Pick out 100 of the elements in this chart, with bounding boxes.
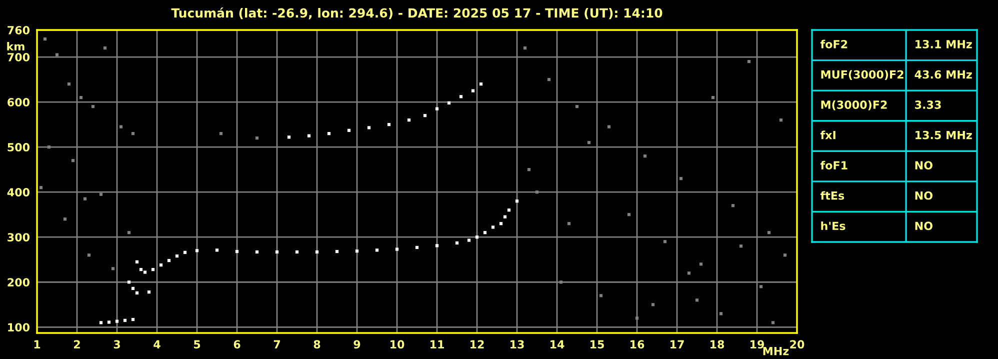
- point: [99, 192, 103, 196]
- point: [151, 268, 155, 272]
- point: [55, 53, 59, 56]
- chart-title: Tucumán (lat: -26.9, lon: 294.6) - DATE: 2025 05 17 - TIME (UT): 14:10: [171, 8, 662, 20]
- point: [499, 222, 503, 226]
- text: fxI: [820, 130, 836, 140]
- y-tick-label: 600: [8, 98, 30, 106]
- point: [215, 248, 219, 252]
- y-tick-label: 700: [8, 52, 30, 62]
- point: [643, 154, 647, 158]
- point: [99, 321, 103, 324]
- point: [131, 318, 135, 322]
- text: 13.5 MHz: [916, 130, 972, 140]
- point: [335, 250, 339, 254]
- point: [295, 250, 299, 254]
- x-tick-label: 6: [234, 340, 240, 349]
- x-tick-label: 5: [194, 340, 200, 349]
- text: 43.6 MHz: [914, 70, 972, 79]
- x-tick-label: 15: [590, 340, 604, 349]
- point: [115, 320, 119, 323]
- text: NO: [915, 161, 932, 170]
- point: [131, 286, 135, 290]
- x-tick-label: 1: [34, 340, 40, 348]
- point: [127, 280, 131, 284]
- point: [459, 95, 463, 98]
- text: NO: [915, 222, 932, 230]
- point: [275, 250, 279, 254]
- point: [435, 244, 439, 248]
- point: [567, 222, 571, 226]
- y-axis-title: km: [7, 42, 24, 50]
- point: [559, 280, 563, 284]
- point: [483, 231, 487, 234]
- point: [575, 104, 579, 108]
- point: [395, 248, 399, 251]
- point: [471, 89, 475, 92]
- x-tick-label: 3: [114, 340, 120, 349]
- text: foF2: [820, 40, 848, 48]
- point: [87, 254, 91, 257]
- x-tick-label: 8: [314, 340, 320, 349]
- point: [83, 197, 87, 200]
- point: [135, 291, 139, 294]
- x-tick-label: 13: [510, 340, 524, 349]
- point: [523, 46, 527, 50]
- point: [127, 231, 131, 234]
- point: [255, 250, 259, 254]
- point: [599, 294, 603, 298]
- x-tick-label: 20: [790, 340, 804, 349]
- point: [719, 312, 723, 316]
- y-tick-label: 300: [8, 233, 30, 242]
- x-tick-label: 7: [274, 340, 280, 348]
- point: [355, 250, 359, 253]
- x-tick-label: 19: [750, 340, 764, 349]
- point: [663, 240, 667, 244]
- y-tick-label: 200: [8, 278, 30, 287]
- point: [475, 236, 479, 239]
- x-tick-label: 14: [550, 340, 564, 348]
- x-tick-label: 11: [430, 340, 444, 348]
- point: [315, 250, 319, 254]
- point: [739, 244, 743, 248]
- point: [731, 204, 735, 208]
- point: [219, 132, 223, 136]
- x-tick-label: 12: [470, 340, 484, 348]
- point: [47, 146, 51, 149]
- point: [699, 262, 703, 266]
- text: h'Es: [821, 221, 846, 230]
- point: [175, 254, 179, 258]
- point: [779, 118, 783, 122]
- point: [515, 200, 519, 203]
- y-tick-label: 500: [8, 143, 30, 152]
- point: [759, 285, 763, 288]
- point: [747, 60, 751, 64]
- point: [771, 321, 775, 324]
- point: [123, 318, 127, 322]
- point: [711, 96, 715, 100]
- x-tick-label: 9: [354, 340, 360, 349]
- point: [79, 96, 83, 100]
- x-tick-label: 4: [154, 340, 160, 348]
- point: [503, 215, 507, 218]
- point: [103, 46, 107, 50]
- point: [447, 101, 451, 104]
- x-tick-label: 17: [670, 340, 684, 348]
- point: [491, 226, 495, 229]
- point: [367, 126, 371, 130]
- point: [167, 258, 171, 262]
- point: [651, 303, 655, 306]
- y-tick-label: 760: [8, 26, 30, 34]
- point: [607, 125, 611, 128]
- point: [527, 168, 531, 172]
- x-tick-label: 18: [710, 340, 724, 349]
- point: [507, 208, 511, 212]
- point: [287, 136, 291, 139]
- point: [783, 254, 787, 257]
- point: [67, 82, 71, 86]
- point: [183, 250, 187, 254]
- text: M(3000)F2: [821, 100, 887, 110]
- point: [43, 37, 47, 41]
- point: [119, 125, 123, 128]
- point: [71, 159, 75, 162]
- x-tick-label: 2: [74, 340, 80, 348]
- point: [39, 186, 43, 190]
